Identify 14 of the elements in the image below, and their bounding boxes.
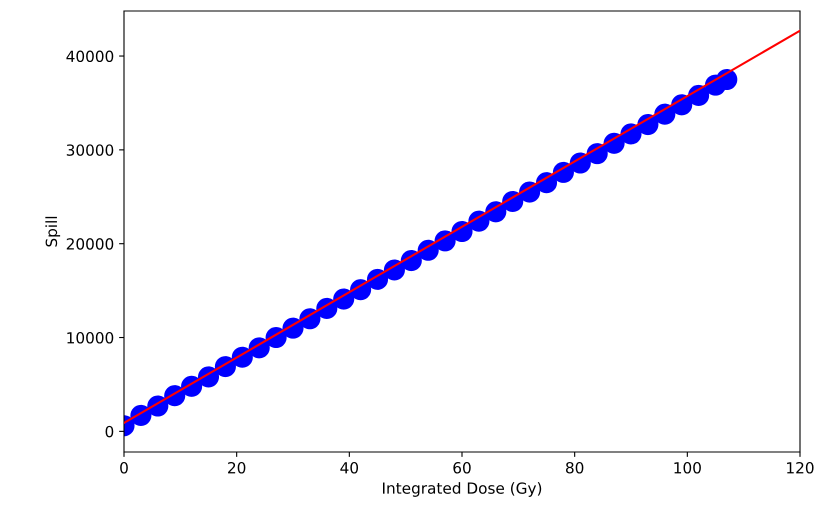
x-axis-title: Integrated Dose (Gy) — [383, 482, 542, 497]
x-tick-label: 60 — [453, 462, 471, 474]
x-tick-label: 120 — [787, 462, 814, 474]
y-tick-label: 40000 — [66, 50, 114, 62]
y-tick-label: 30000 — [66, 144, 114, 156]
x-tick-label: 0 — [120, 462, 128, 474]
x-tick-label: 20 — [228, 462, 246, 474]
y-tick-label: 10000 — [67, 332, 114, 344]
x-tick-label: 40 — [340, 462, 358, 474]
x-tick-label: 80 — [566, 462, 584, 474]
y-tick-label: 0 — [106, 426, 114, 438]
y-tick-label: 20000 — [66, 238, 114, 250]
x-tick-label: 100 — [674, 462, 701, 474]
y-axis-title: Spill — [45, 216, 60, 247]
